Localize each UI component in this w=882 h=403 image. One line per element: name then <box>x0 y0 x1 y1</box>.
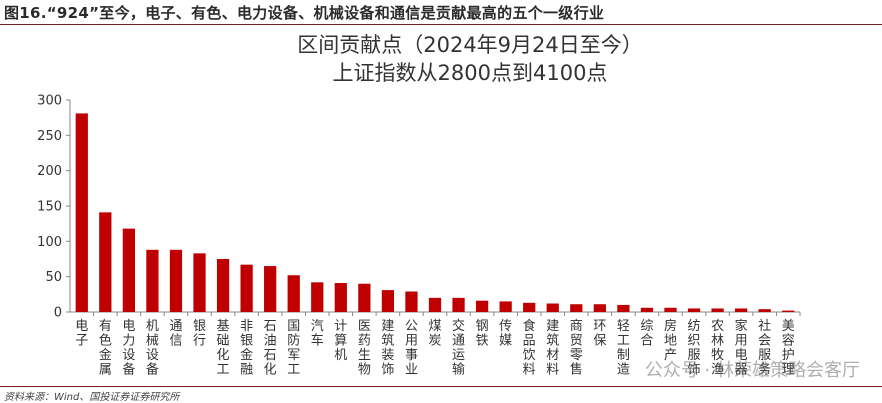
category-label: 汽车 <box>311 319 324 349</box>
bar <box>240 264 253 312</box>
bar <box>546 303 559 312</box>
bar <box>570 304 583 312</box>
bar <box>428 297 442 312</box>
category-label: 纺织服饰 <box>688 319 701 378</box>
bar <box>311 282 324 312</box>
category-label: 综合 <box>640 319 653 349</box>
category-label: 机械设备 <box>146 319 159 378</box>
category-label: 建筑材料 <box>546 319 559 378</box>
category-label: 电子 <box>75 319 88 349</box>
category-label: 公用事业 <box>405 319 418 378</box>
y-tick-label: 200 <box>37 164 62 179</box>
bar <box>334 283 347 312</box>
bar <box>216 259 230 312</box>
category-label: 计算机 <box>334 319 347 363</box>
bar <box>193 253 206 312</box>
bottom-rule <box>0 386 882 387</box>
bar <box>499 301 512 312</box>
bar <box>146 249 159 312</box>
bar <box>523 302 536 312</box>
category-label: 食品饮料 <box>523 318 536 378</box>
category-label: 交通运输 <box>452 318 465 378</box>
y-tick-label: 50 <box>45 270 62 285</box>
y-tick-label: 250 <box>37 129 62 144</box>
bar <box>711 308 724 312</box>
y-tick-label: 100 <box>37 235 62 250</box>
bar <box>287 275 300 312</box>
category-label: 电力设备 <box>122 319 135 378</box>
category-label: 商贸零售 <box>570 319 583 378</box>
bar <box>381 290 395 312</box>
chart-subtitle: 上证指数从2800点到4100点 <box>333 61 608 85</box>
bar <box>169 249 183 312</box>
category-label: 基础化工 <box>217 319 230 378</box>
category-label: 环保 <box>593 319 606 349</box>
category-label: 社会服务 <box>758 318 771 378</box>
bar <box>264 266 277 312</box>
bar <box>664 307 677 312</box>
category-label: 煤炭 <box>428 319 441 349</box>
bar <box>758 309 771 312</box>
category-label: 有色金属 <box>99 319 112 378</box>
category-label: 传媒 <box>499 319 512 349</box>
category-label: 建筑装饰 <box>381 319 394 378</box>
category-label: 国防军工 <box>287 319 300 378</box>
category-label: 石油石化 <box>264 319 277 378</box>
category-label: 家用电器 <box>735 318 748 378</box>
figure-title: 图16.“924”至今，电子、有色、电力设备、机械设备和通信是贡献最高的五个一级… <box>4 4 605 22</box>
bar <box>617 304 630 312</box>
bar <box>405 291 418 312</box>
bar <box>687 308 701 312</box>
chart-title: 区间贡献点（2024年9月24日至今） <box>297 33 643 57</box>
bar <box>122 228 135 312</box>
bar <box>735 308 748 312</box>
y-tick-label: 0 <box>54 306 62 321</box>
category-label: 钢铁 <box>476 319 489 349</box>
bar <box>75 113 88 312</box>
bar <box>640 307 654 312</box>
y-tick-label: 150 <box>37 200 62 215</box>
bar <box>358 283 371 312</box>
watermark: 公众号 · 林荣雄策略会客厅 <box>644 360 860 381</box>
category-label: 轻工制造 <box>617 319 630 378</box>
bar <box>99 212 112 312</box>
category-label: 房地产 <box>664 318 677 363</box>
source-note: 资料来源：Wind、国投证券证券研究所 <box>4 392 180 403</box>
bar <box>782 310 795 312</box>
bar <box>593 304 606 312</box>
y-tick-label: 300 <box>37 94 62 109</box>
category-label: 通信 <box>169 319 182 349</box>
bar <box>475 300 489 312</box>
top-rule <box>0 24 882 25</box>
category-label: 农林牧渔 <box>711 319 724 378</box>
category-label: 银行 <box>193 319 206 349</box>
bar <box>452 297 465 312</box>
category-label: 非银金融 <box>240 319 253 378</box>
category-label: 医药生物 <box>358 319 371 378</box>
category-label: 美容护理 <box>782 319 795 378</box>
